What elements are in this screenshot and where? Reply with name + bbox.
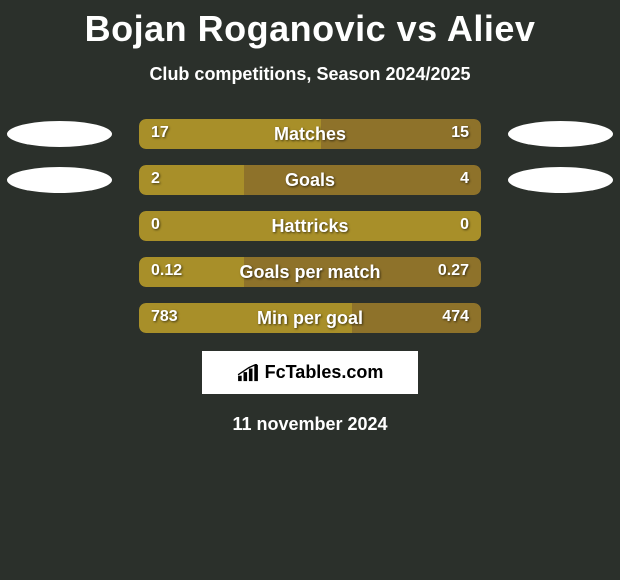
subtitle: Club competitions, Season 2024/2025 xyxy=(0,64,620,85)
stat-row: 1715Matches xyxy=(0,119,620,149)
stat-row: 0.120.27Goals per match xyxy=(0,257,620,287)
stat-bar: 24Goals xyxy=(139,165,481,195)
stat-label: Goals per match xyxy=(139,262,481,283)
stat-row: 00Hattricks xyxy=(0,211,620,241)
right-ellipse xyxy=(508,167,613,193)
stat-row: 24Goals xyxy=(0,165,620,195)
stat-bar: 783474Min per goal xyxy=(139,303,481,333)
left-ellipse xyxy=(7,121,112,147)
left-ellipse xyxy=(7,167,112,193)
comparison-chart: 1715Matches 24Goals 00Hattricks 0.120.27Goa… xyxy=(0,119,620,333)
bar-chart-icon xyxy=(237,364,259,382)
date-label: 11 november 2024 xyxy=(0,414,620,435)
logo-box: FcTables.com xyxy=(202,351,418,394)
page-title: Bojan Roganovic vs Aliev xyxy=(0,0,620,50)
stat-label: Goals xyxy=(139,170,481,191)
right-ellipse xyxy=(508,121,613,147)
stat-bar: 1715Matches xyxy=(139,119,481,149)
stat-label: Matches xyxy=(139,124,481,145)
stat-label: Hattricks xyxy=(139,216,481,237)
stat-bar: 00Hattricks xyxy=(139,211,481,241)
stat-row: 783474Min per goal xyxy=(0,303,620,333)
stat-bar: 0.120.27Goals per match xyxy=(139,257,481,287)
stat-label: Min per goal xyxy=(139,308,481,329)
logo-text: FcTables.com xyxy=(265,362,384,383)
